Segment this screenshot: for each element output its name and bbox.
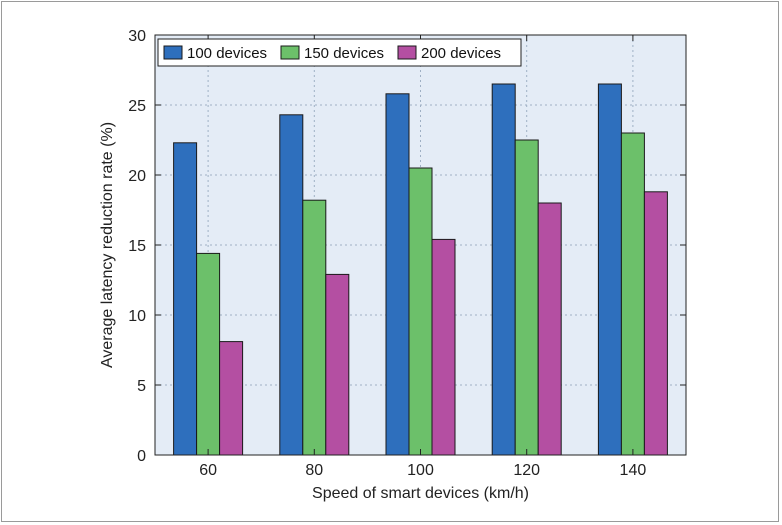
x-axis: 60 80 100 120 140 (199, 35, 646, 479)
bar (537, 202, 562, 456)
legend-label: 100 devices (187, 45, 267, 62)
bar (408, 167, 433, 456)
x-tick-label: 100 (407, 462, 434, 479)
y-axis-label: Average latency reduction rate (%) (99, 122, 116, 368)
x-tick-label: 120 (513, 462, 540, 479)
y-tick-label: 15 (128, 238, 146, 255)
y-tick-label: 10 (128, 308, 146, 325)
bar (643, 191, 668, 456)
y-tick-label: 0 (137, 448, 146, 465)
bar (219, 341, 244, 456)
x-tick-label: 140 (620, 462, 647, 479)
bar (491, 83, 516, 456)
legend-swatch (397, 45, 417, 60)
bar (620, 132, 645, 456)
bar (173, 142, 198, 456)
legend-swatch (163, 45, 183, 60)
y-axis: 0 5 10 15 20 25 30 (128, 28, 686, 465)
legend-label: 200 devices (421, 45, 501, 62)
bar (514, 139, 539, 456)
y-tick-label: 20 (128, 168, 146, 185)
x-axis-label: Speed of smart devices (km/h) (312, 485, 529, 502)
legend-box (157, 38, 522, 67)
y-tick-label: 25 (128, 98, 146, 115)
legend-swatch (280, 45, 300, 60)
bar (597, 83, 622, 456)
legend: 100 devices 150 devices 200 devices (157, 38, 522, 67)
x-tick-label: 60 (199, 462, 217, 479)
bar (431, 238, 456, 456)
bar (385, 93, 410, 456)
bar (302, 199, 327, 456)
y-tick-label: 30 (128, 28, 146, 45)
bar (196, 252, 221, 456)
legend-label: 150 devices (304, 45, 384, 62)
y-tick-label: 5 (137, 378, 146, 395)
bar (279, 114, 304, 456)
x-tick-label: 80 (305, 462, 323, 479)
bar (325, 273, 350, 456)
